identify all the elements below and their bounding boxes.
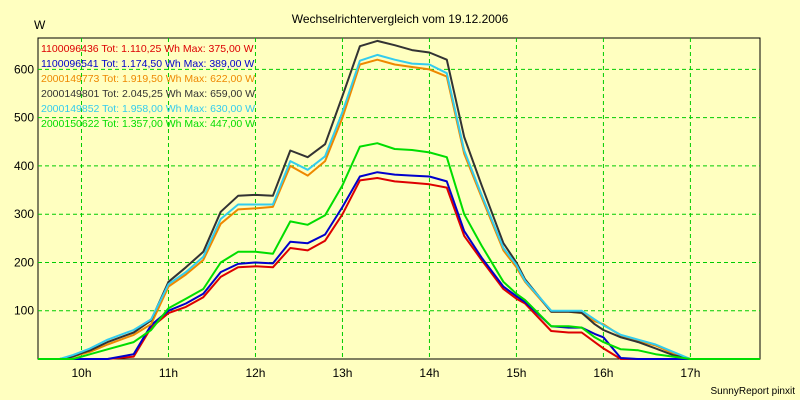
credit-label: SunnyReport pinxit	[711, 386, 796, 397]
legend-entry-1100096541: 1100096541 Tot: 1.174,50 Wh Max: 389,00 …	[41, 58, 254, 70]
series-line-2000150622	[38, 142, 760, 360]
legend-entry-2000150622: 2000150622 Tot: 1.357,00 Wh Max: 447,00 …	[41, 118, 255, 130]
x-axis-ticks: 10h 11h 12h 13h 14h 15h 16h 17h	[71, 366, 700, 380]
x-tick-label: 13h	[332, 366, 352, 380]
x-tick-label: 11h	[159, 366, 178, 380]
series-lines	[38, 39, 760, 360]
legend: 1100096436 Tot: 1.110,25 Wh Max: 375,00 …	[41, 43, 255, 130]
y-tick-label: 500	[14, 111, 34, 125]
x-tick-label: 17h	[680, 366, 700, 380]
grid-lines	[38, 38, 760, 359]
y-tick-label: 200	[14, 255, 34, 269]
legend-entry-2000149852: 2000149852 Tot: 1.958,00 Wh Max: 630,00 …	[41, 103, 255, 115]
y-axis-ticks: 100 200 300 400 500 600	[14, 62, 34, 317]
plot-area	[37, 37, 761, 360]
x-tick-label: 10h	[71, 366, 91, 380]
x-tick-label: 14h	[419, 366, 439, 380]
y-tick-label: 300	[14, 207, 34, 221]
y-tick-label: 600	[14, 62, 34, 76]
series-line-2000149801	[38, 39, 760, 360]
series-line-1100096541	[38, 171, 760, 360]
legend-entry-2000149773: 2000149773 Tot: 1.919,50 Wh Max: 622,00 …	[41, 73, 255, 85]
y-tick-label: 400	[14, 159, 34, 173]
y-tick-label: 100	[14, 304, 34, 318]
x-tick-label: 16h	[593, 366, 613, 380]
legend-entry-1100096436: 1100096436 Tot: 1.110,25 Wh Max: 375,00 …	[41, 43, 254, 55]
x-tick-label: 12h	[245, 366, 265, 380]
chart-title: Wechselrichtervergleich vom 19.12.2006	[292, 12, 509, 26]
x-tick-label: 15h	[506, 366, 526, 380]
series-line-2000149852	[38, 53, 760, 360]
legend-entry-2000149801: 2000149801 Tot: 2.045,25 Wh Max: 659,00 …	[41, 88, 255, 100]
y-axis-unit-label: W	[34, 18, 46, 32]
